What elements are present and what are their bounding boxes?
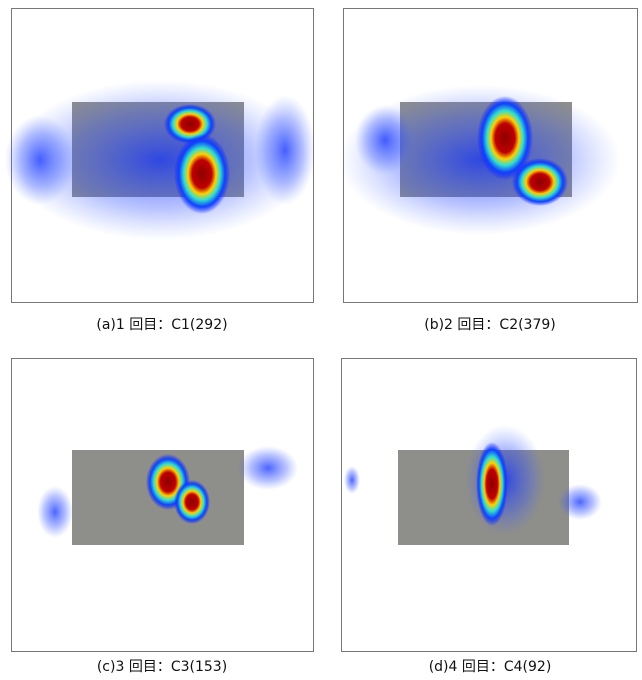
panel-d: (d)4 回目：C4(92) [342,359,637,676]
caption: (a)1 回目：C1(292) [96,317,227,333]
gaze-haze [5,115,75,205]
gaze-hotspot [476,442,508,526]
gaze-hotspot [512,158,568,206]
body: (a)1 回目：C1(292) (b)2 回目：C2(379) (c)3 回目：… [0,0,642,680]
gaze-haze [558,484,602,520]
gaze-haze [344,466,360,494]
page: {"panels": [ {"caption": "(a)1 回目：C1(292… [0,0,642,680]
gaze-haze [238,446,298,490]
caption: (b)2 回目：C2(379) [424,317,556,333]
gaze-hotspot [174,134,230,214]
panel-b: (b)2 回目：C2(379) [340,9,638,334]
caption: (c)3 回目：C3(153) [97,659,227,675]
gaze-hotspot [174,480,210,524]
gaze-haze [355,105,415,175]
gaze-haze [37,486,73,538]
panel-c: (c)3 回目：C3(153) [12,359,314,676]
figure: (a)1 回目：C1(292) (b)2 回目：C2(379) (c)3 回目：… [0,0,642,680]
gaze-haze [255,95,315,205]
caption: (d)4 回目：C4(92) [429,659,552,675]
panel-a: (a)1 回目：C1(292) [5,9,315,334]
